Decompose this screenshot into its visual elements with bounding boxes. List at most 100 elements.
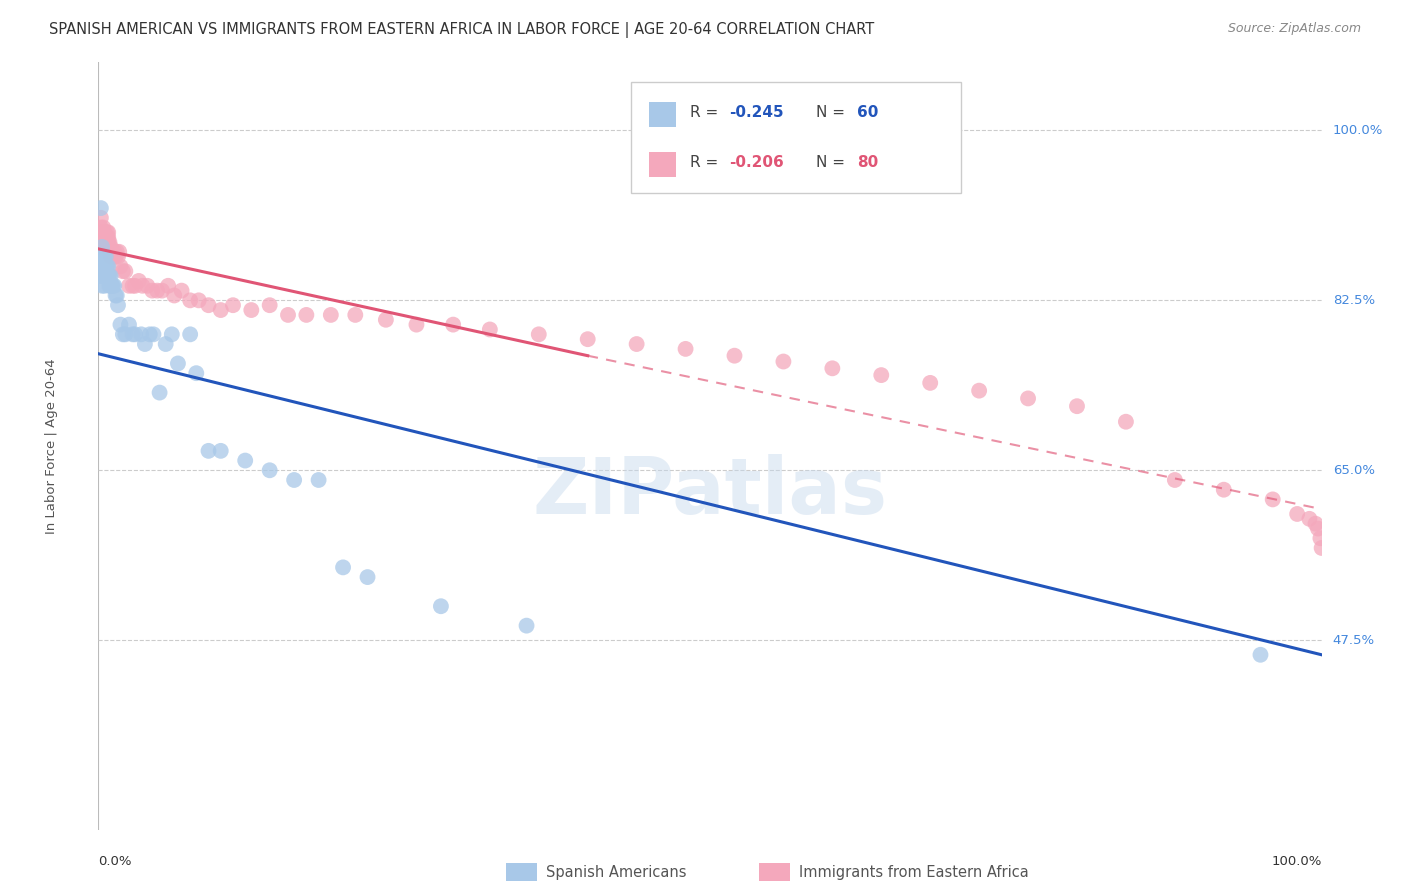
Point [91, 240, 114, 254]
Text: Immigrants from Eastern Africa: Immigrants from Eastern Africa [799, 865, 1028, 880]
Point [233, 453, 256, 467]
Point [104, 250, 127, 264]
Point [527, 327, 550, 342]
Point [1164, 473, 1187, 487]
Point [405, 318, 427, 332]
Text: N =: N = [817, 104, 851, 120]
Point [1305, 516, 1327, 531]
Text: 65.0%: 65.0% [1333, 464, 1375, 477]
Text: SPANISH AMERICAN VS IMMIGRANTS FROM EASTERN AFRICA IN LABOR FORCE | AGE 20-64 CO: SPANISH AMERICAN VS IMMIGRANTS FROM EAST… [49, 22, 875, 38]
Point [111, 264, 134, 278]
Point [89, 240, 111, 254]
Point [149, 385, 172, 400]
Text: ZIPatlas: ZIPatlas [533, 454, 887, 530]
Point [118, 278, 141, 293]
Point [131, 278, 153, 293]
Point [93, 278, 115, 293]
Point [96, 268, 118, 283]
Point [515, 618, 537, 632]
Point [626, 337, 648, 351]
Point [100, 268, 122, 283]
Point [90, 201, 112, 215]
Text: 100.0%: 100.0% [1333, 124, 1384, 136]
Point [91, 268, 114, 283]
Point [114, 327, 136, 342]
Point [103, 278, 125, 293]
Point [141, 284, 163, 298]
Text: N =: N = [817, 154, 851, 169]
Point [146, 284, 169, 298]
Point [170, 284, 193, 298]
Point [723, 349, 745, 363]
Point [97, 230, 120, 244]
Point [97, 235, 120, 249]
Point [90, 220, 112, 235]
Point [179, 327, 201, 342]
Point [96, 260, 118, 274]
Point [91, 226, 114, 240]
Point [96, 230, 118, 244]
Point [94, 250, 117, 264]
Point [90, 211, 112, 225]
Point [374, 312, 396, 326]
Point [100, 240, 122, 254]
Point [129, 327, 152, 342]
Point [1306, 522, 1329, 536]
Point [90, 268, 112, 283]
Point [114, 264, 136, 278]
FancyBboxPatch shape [648, 102, 676, 127]
Point [98, 244, 121, 259]
Point [105, 288, 128, 302]
Point [197, 298, 219, 312]
Point [97, 226, 120, 240]
Point [103, 244, 125, 259]
Text: 82.5%: 82.5% [1333, 293, 1375, 307]
Point [283, 473, 305, 487]
Point [89, 250, 111, 264]
Point [91, 260, 114, 274]
Point [1286, 507, 1309, 521]
Point [675, 342, 697, 356]
FancyBboxPatch shape [630, 81, 960, 193]
Point [93, 230, 115, 244]
Point [142, 327, 165, 342]
Point [101, 278, 124, 293]
Point [209, 303, 232, 318]
Point [96, 268, 118, 283]
Point [139, 327, 162, 342]
Point [91, 278, 114, 293]
Point [772, 354, 794, 368]
Text: 47.5%: 47.5% [1333, 633, 1375, 647]
Point [167, 356, 190, 370]
Point [197, 443, 219, 458]
Point [259, 298, 281, 312]
Point [209, 443, 232, 458]
Point [121, 278, 143, 293]
Point [93, 226, 115, 240]
Text: Spanish Americans: Spanish Americans [546, 865, 686, 880]
Point [101, 244, 124, 259]
Text: -0.206: -0.206 [730, 154, 785, 169]
Point [91, 226, 114, 240]
Point [259, 463, 281, 477]
Point [107, 298, 129, 312]
Point [1066, 399, 1088, 413]
Point [870, 368, 893, 383]
Point [107, 250, 129, 264]
Point [1017, 392, 1039, 406]
Point [356, 570, 378, 584]
Point [1249, 648, 1271, 662]
Point [920, 376, 942, 390]
Point [150, 284, 173, 298]
Point [96, 235, 118, 249]
Point [124, 327, 146, 342]
Text: In Labor Force | Age 20-64: In Labor Force | Age 20-64 [45, 359, 59, 533]
Point [93, 260, 115, 274]
Point [100, 278, 122, 293]
Text: Source: ZipAtlas.com: Source: ZipAtlas.com [1227, 22, 1361, 36]
Point [163, 288, 186, 302]
Point [91, 260, 114, 274]
Point [101, 278, 124, 293]
Point [101, 278, 124, 293]
Point [1298, 512, 1320, 526]
